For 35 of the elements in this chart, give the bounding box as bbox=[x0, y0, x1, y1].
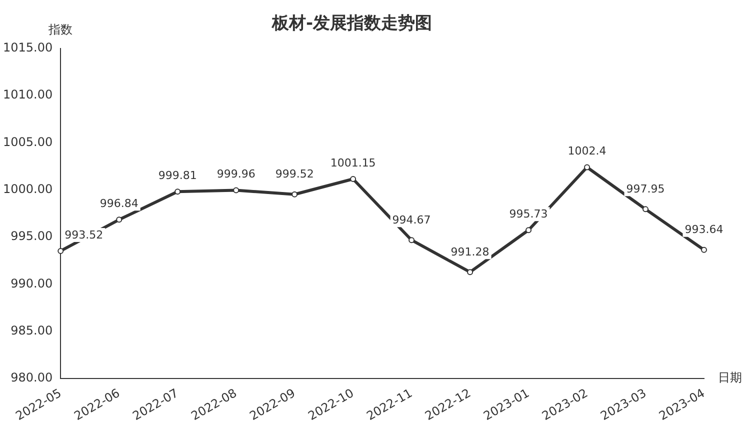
point bbox=[292, 191, 298, 198]
point bbox=[233, 187, 240, 194]
x-axis-title: 日期 bbox=[718, 370, 742, 385]
data-label: 997.95 bbox=[626, 182, 665, 196]
point bbox=[174, 188, 181, 195]
point bbox=[526, 227, 532, 234]
y-tick-label: 1005.00 bbox=[3, 134, 53, 149]
data-label: 993.64 bbox=[684, 223, 724, 236]
data-label: 991.28 bbox=[450, 245, 490, 258]
data-label: 999.52 bbox=[275, 168, 314, 181]
y-tick-label: 980.00 bbox=[10, 370, 53, 385]
y-tick-label: 1010.00 bbox=[3, 88, 53, 102]
y-tick-label: 1015.00 bbox=[3, 40, 53, 55]
data-label: 994.67 bbox=[392, 213, 431, 226]
point bbox=[408, 237, 415, 244]
y-axis-title: 指数 bbox=[48, 22, 73, 37]
point bbox=[116, 216, 122, 223]
y-tick-label: 995.00 bbox=[10, 229, 53, 244]
data-label: 996.84 bbox=[100, 197, 138, 210]
point bbox=[350, 176, 356, 182]
data-label: 995.73 bbox=[509, 207, 548, 220]
y-tick-label: 1000.00 bbox=[3, 182, 53, 196]
point bbox=[584, 164, 590, 170]
data-label: 1001.15 bbox=[330, 156, 376, 170]
point bbox=[58, 248, 64, 254]
point bbox=[642, 206, 649, 212]
data-label: 999.96 bbox=[216, 168, 256, 181]
point bbox=[467, 269, 474, 276]
chart-title: 板材-发展指数走势图 bbox=[270, 14, 432, 34]
data-label: 999.81 bbox=[158, 169, 197, 182]
data-label: 1002.4 bbox=[568, 144, 606, 158]
y-tick-label: 990.00 bbox=[10, 276, 53, 290]
y-tick-label: 985.00 bbox=[10, 323, 53, 338]
point bbox=[701, 246, 707, 253]
data-label: 993.52 bbox=[64, 228, 104, 242]
